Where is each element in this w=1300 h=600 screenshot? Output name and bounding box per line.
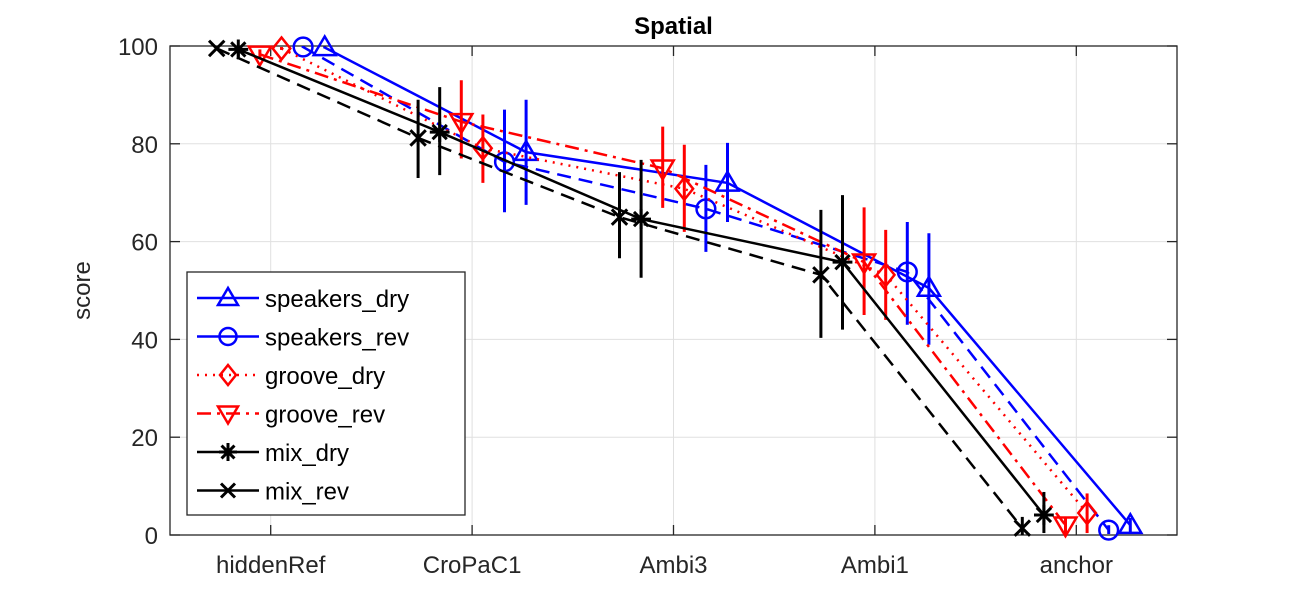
marker-stroke: [610, 208, 629, 226]
y-tick-label: 60: [131, 230, 158, 257]
legend-item-mix-dry: mix_dry: [197, 440, 349, 467]
series-layer: [207, 34, 1144, 541]
data-point-marker: [512, 138, 540, 162]
series-groove-dry: [271, 35, 1098, 534]
chart-title: Spatial: [634, 13, 713, 40]
series-line: [216, 47, 1024, 529]
series-speakers-dry: [311, 34, 1144, 535]
legend-marker: [219, 482, 237, 499]
legend-marker: [219, 443, 237, 461]
x-tick-label: Ambi3: [639, 552, 707, 579]
legend-label: mix_rev: [265, 479, 349, 506]
series-line: [280, 47, 1089, 514]
marker-stroke: [230, 41, 247, 58]
series-groove-rev: [246, 45, 1079, 539]
series-line: [302, 45, 1110, 531]
data-point-marker: [448, 112, 475, 136]
legend-box: [186, 271, 466, 516]
marker-stroke: [219, 482, 237, 499]
legend-item-groove-rev: groove_rev: [197, 402, 385, 429]
series-line: [324, 46, 1132, 527]
y-axis-label: score: [69, 261, 96, 320]
data-point-marker: [1013, 519, 1032, 537]
data-point-marker: [409, 129, 427, 147]
legend-label: mix_dry: [265, 440, 349, 467]
y-tick-label: 80: [131, 132, 158, 159]
data-point-marker: [1052, 516, 1079, 539]
legend-marker: [215, 285, 241, 307]
marker-stroke: [1035, 506, 1053, 524]
y-tick-label: 0: [145, 523, 158, 550]
data-point-marker: [228, 39, 249, 60]
marker-stroke: [409, 129, 427, 147]
series-line: [259, 53, 1067, 526]
legend-marker: [218, 362, 238, 388]
data-point-marker: [472, 135, 494, 162]
data-point-marker: [673, 175, 695, 202]
legend: speakers_dry speakers_rev groove_drygroove…: [186, 271, 466, 516]
series-mix-rev: [207, 39, 1032, 537]
data-point-marker: [292, 36, 314, 58]
x-tick-label: anchor: [1040, 552, 1113, 579]
axes: 0 20 40 60 80 100 hiddenRef CroPaC1 Ambi3 Ambi1 an…: [118, 34, 1178, 579]
data-point-marker: [207, 39, 226, 58]
data-point-marker: [1034, 505, 1054, 525]
data-point-marker: [896, 261, 918, 283]
data-point-marker: [695, 198, 717, 220]
data-point-marker: [850, 253, 878, 276]
data-point-marker: [649, 159, 676, 182]
legend-marker: [215, 405, 241, 426]
legend-label: speakers_rev: [265, 325, 409, 352]
legend-item-mix-rev: mix_rev: [197, 479, 349, 506]
data-point-marker: [875, 261, 897, 288]
marker-stroke: [812, 266, 830, 284]
data-point-marker: [429, 122, 450, 142]
data-point-marker: [832, 252, 853, 273]
marker-stroke: [431, 123, 448, 141]
marker-stroke: [834, 253, 851, 271]
y-tick-label: 40: [131, 327, 158, 354]
legend-label: speakers_dry: [265, 286, 409, 313]
data-point-marker: [1117, 511, 1144, 535]
data-point-marker: [311, 34, 338, 57]
marker-stroke: [207, 39, 226, 58]
x-tick-label: hiddenRef: [216, 552, 326, 579]
legend-item-speakers-dry: speakers_dry: [197, 285, 409, 313]
data-point-marker: [271, 35, 292, 62]
data-point-marker: [915, 274, 943, 298]
marker-stroke: [632, 210, 650, 228]
legend-item-groove-dry: groove_dry: [197, 362, 385, 390]
legend-label: groove_rev: [265, 402, 385, 429]
data-point-marker: [1098, 519, 1120, 541]
marker-stroke: [1013, 519, 1032, 537]
series-speakers-rev: [292, 36, 1120, 541]
x-tick-label: CroPaC1: [423, 552, 522, 579]
series-mix-dry: [228, 39, 1054, 534]
data-point-marker: [1076, 499, 1098, 526]
y-tick-label: 20: [131, 425, 158, 452]
legend-label: groove_dry: [265, 363, 385, 390]
data-point-marker: [610, 208, 629, 226]
data-point-marker: [812, 266, 830, 284]
legend-item-speakers-rev: speakers_rev: [197, 325, 409, 352]
data-point-marker: [714, 169, 741, 192]
y-tick-label: 100: [118, 34, 158, 61]
marker-stroke: [220, 444, 236, 460]
legend-marker: [218, 326, 238, 347]
x-tick-label: Ambi1: [841, 552, 909, 579]
